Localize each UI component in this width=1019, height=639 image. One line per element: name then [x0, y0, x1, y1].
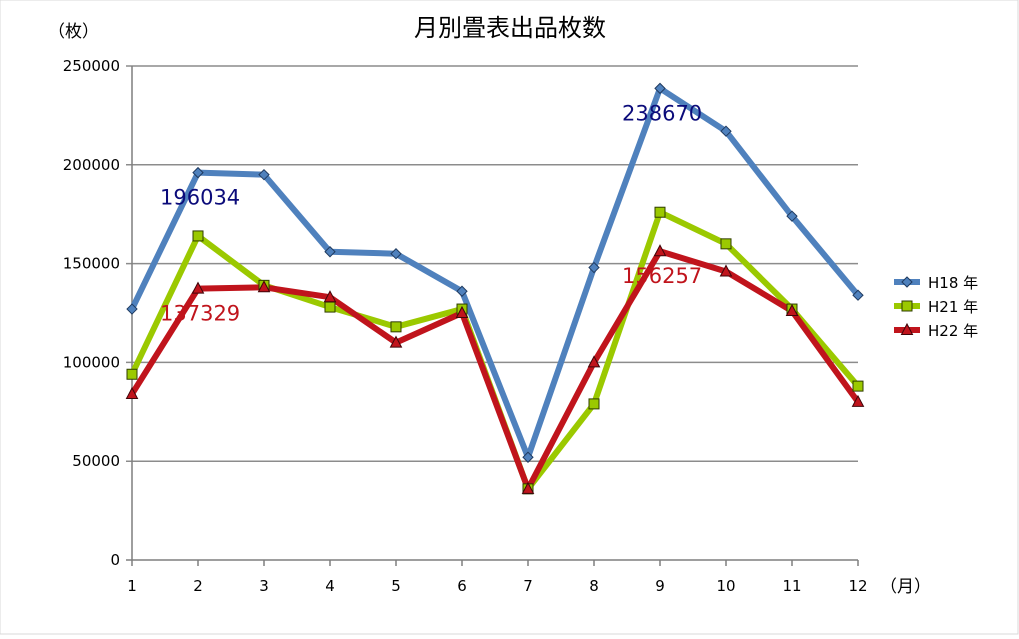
data-point-marker [455, 305, 469, 318]
x-tick-label: 5 [391, 577, 401, 595]
data-point-marker [456, 285, 468, 297]
x-tick-label: 2 [193, 577, 203, 595]
data-point-marker [324, 246, 336, 258]
data-point-marker [785, 303, 799, 317]
chart-title: 月別畳表出品枚数 [414, 14, 606, 42]
y-tick-label: 100000 [63, 353, 120, 371]
legend-entry: H21 年 [928, 298, 978, 316]
data-point-marker [654, 82, 666, 95]
data-point-marker [522, 451, 534, 463]
data-label: 156257 [622, 264, 702, 288]
x-tick-label: 8 [589, 577, 599, 595]
x-tick-label: 6 [457, 577, 467, 595]
data-point-marker [126, 368, 138, 380]
series-line-1 [129, 85, 861, 461]
data-point-marker [257, 280, 271, 293]
y-axis-unit-label: （枚） [48, 22, 99, 42]
data-point-marker [654, 206, 666, 218]
data-labels: 196034 238670 137329 156257 [160, 101, 702, 325]
series-line-3 [129, 248, 861, 492]
data-point-marker [653, 244, 667, 257]
y-tick-label: 0 [110, 551, 120, 569]
data-point-marker [126, 303, 138, 315]
data-point-marker [851, 394, 865, 407]
data-point-marker [125, 386, 139, 400]
data-label: 238670 [622, 101, 702, 125]
x-tick-label: 7 [523, 577, 533, 595]
data-point-marker [324, 301, 336, 313]
y-tick-label: 200000 [63, 156, 120, 174]
series-lines [129, 85, 861, 492]
data-point-marker [258, 168, 270, 181]
legend: H18 年 H21 年 H22 年 [894, 274, 978, 340]
data-label: 137329 [160, 302, 240, 326]
gridlines [126, 65, 858, 462]
data-point-marker [192, 230, 204, 242]
data-point-marker [192, 166, 204, 179]
x-axis-unit-label: （月） [880, 577, 931, 597]
data-point-marker [323, 290, 337, 303]
legend-marker [901, 300, 913, 312]
data-point-marker [191, 281, 205, 294]
series-markers [125, 82, 865, 495]
y-tick-label: 150000 [63, 255, 120, 273]
legend-entry: H22 年 [928, 322, 978, 340]
x-tick-label: 11 [782, 577, 801, 595]
data-point-marker [587, 355, 601, 368]
data-point-marker [720, 125, 732, 137]
x-tick-label: 3 [259, 577, 269, 595]
data-point-marker [786, 210, 798, 222]
y-tick-label: 250000 [63, 57, 120, 75]
legend-marker [901, 276, 913, 288]
data-point-marker [720, 238, 732, 250]
data-point-marker [390, 321, 402, 333]
data-label: 196034 [160, 186, 240, 210]
x-tick-label: 9 [655, 577, 665, 595]
data-point-marker [588, 261, 600, 274]
x-tick-label: 1 [127, 577, 137, 595]
legend-entry: H18 年 [928, 274, 978, 292]
data-point-marker [389, 335, 403, 348]
data-point-marker [852, 380, 864, 392]
data-point-marker [719, 264, 733, 277]
legend-marker [900, 322, 914, 335]
data-point-marker [390, 248, 402, 260]
x-tick-label: 4 [325, 577, 335, 595]
y-tick-label: 50000 [72, 452, 120, 470]
data-point-marker [588, 398, 600, 410]
x-tick-label: 10 [716, 577, 735, 595]
x-tick-label: 12 [848, 577, 867, 595]
data-point-marker [852, 289, 864, 301]
data-point-marker [521, 481, 535, 494]
